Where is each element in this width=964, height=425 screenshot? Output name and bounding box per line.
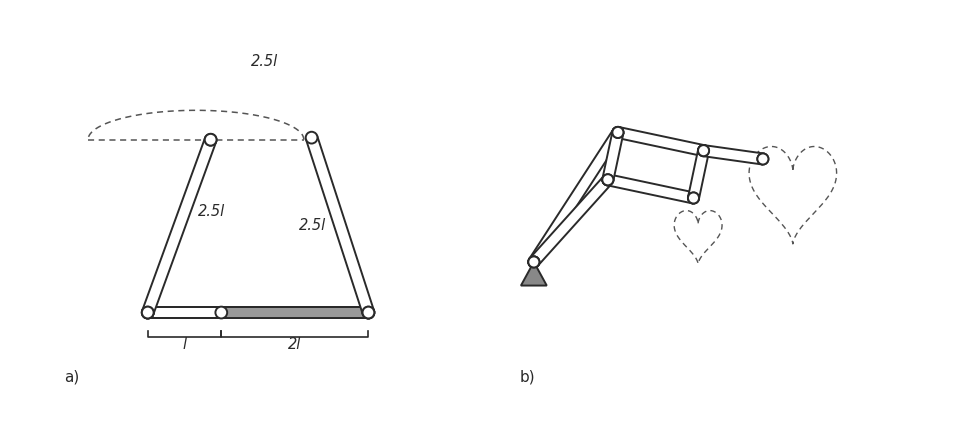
Circle shape (602, 174, 613, 185)
Circle shape (698, 145, 710, 156)
Polygon shape (688, 150, 709, 199)
Circle shape (612, 127, 624, 138)
Circle shape (528, 256, 540, 267)
Circle shape (698, 145, 710, 156)
Circle shape (142, 307, 153, 318)
Circle shape (528, 256, 540, 267)
Text: 2.5l: 2.5l (300, 218, 327, 232)
Circle shape (142, 307, 153, 318)
Polygon shape (529, 130, 623, 265)
Text: b): b) (520, 370, 536, 385)
Circle shape (612, 127, 624, 138)
Circle shape (698, 145, 710, 156)
Polygon shape (602, 131, 624, 181)
Circle shape (612, 127, 624, 138)
Circle shape (528, 256, 540, 267)
Circle shape (688, 193, 699, 204)
Polygon shape (703, 145, 763, 164)
Polygon shape (606, 174, 695, 204)
Circle shape (528, 256, 540, 267)
Circle shape (758, 153, 768, 164)
Text: 2.5l: 2.5l (198, 204, 225, 219)
Text: a): a) (65, 369, 80, 384)
Circle shape (204, 134, 217, 146)
Polygon shape (530, 176, 612, 266)
Circle shape (688, 193, 699, 204)
Polygon shape (617, 127, 705, 156)
Polygon shape (147, 307, 368, 318)
Circle shape (688, 193, 699, 204)
Polygon shape (224, 308, 366, 317)
Polygon shape (306, 136, 374, 314)
Circle shape (758, 153, 768, 164)
Circle shape (142, 307, 153, 318)
Circle shape (602, 174, 613, 185)
Circle shape (698, 145, 710, 156)
Circle shape (602, 174, 613, 185)
Polygon shape (521, 262, 547, 286)
Circle shape (362, 307, 374, 318)
Circle shape (362, 307, 374, 318)
Circle shape (204, 134, 217, 146)
Circle shape (142, 307, 153, 318)
Circle shape (362, 307, 374, 318)
Text: 2l: 2l (288, 337, 302, 352)
Circle shape (306, 132, 317, 144)
Circle shape (612, 127, 624, 138)
Circle shape (362, 307, 374, 318)
Circle shape (602, 174, 613, 185)
Polygon shape (143, 138, 216, 314)
Text: 2.5l: 2.5l (251, 54, 278, 68)
Text: l: l (182, 337, 187, 352)
Circle shape (215, 307, 228, 318)
